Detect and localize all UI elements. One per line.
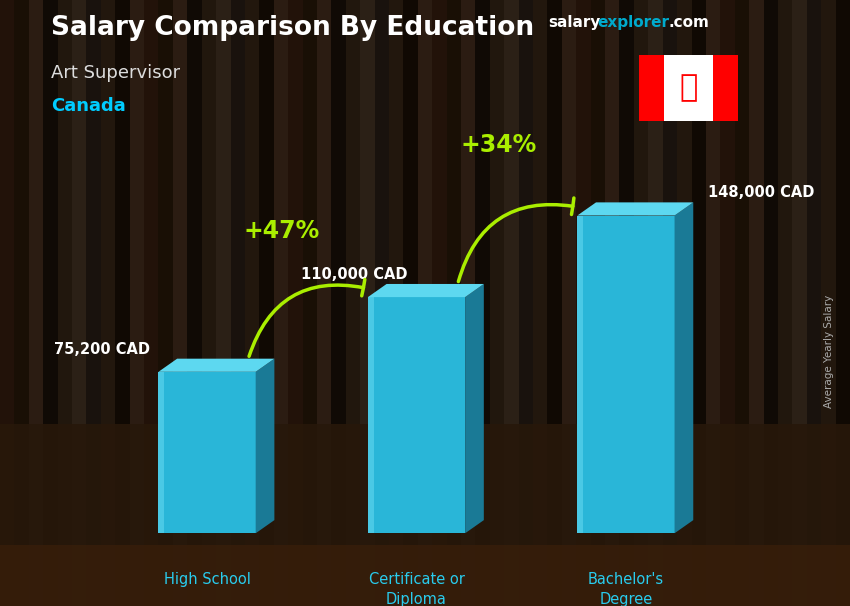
Bar [713,55,739,121]
Bar [836,0,850,606]
Text: Bachelor's
Degree: Bachelor's Degree [588,572,664,606]
Bar [649,0,663,606]
Bar [72,0,87,606]
Bar [375,0,389,606]
Polygon shape [158,372,164,533]
Bar [158,0,173,606]
Bar [605,0,620,606]
Bar [432,0,446,606]
Bar [58,0,72,606]
Text: 🍁: 🍁 [679,73,698,102]
Polygon shape [577,202,694,216]
Text: +34%: +34% [461,133,537,157]
Bar [706,0,720,606]
Text: Salary Comparison By Education: Salary Comparison By Education [51,15,534,41]
Bar [821,0,836,606]
Text: Art Supervisor: Art Supervisor [51,64,180,82]
Bar [533,0,547,606]
Bar [792,0,807,606]
Bar [274,0,288,606]
Bar [14,0,29,606]
Bar [288,0,303,606]
Bar [418,0,432,606]
Bar [259,0,274,606]
Bar [576,0,591,606]
Bar [317,0,332,606]
Bar [130,0,144,606]
Bar [663,0,677,606]
Bar [591,0,605,606]
Bar [490,0,504,606]
Bar [216,0,230,606]
Bar [116,0,130,606]
Bar [0,545,850,606]
Bar [0,424,850,606]
Bar [504,0,518,606]
Text: explorer: explorer [598,15,670,30]
Polygon shape [158,359,275,372]
Bar [404,0,418,606]
Polygon shape [368,297,465,533]
Bar [360,0,375,606]
Bar [562,0,576,606]
Bar [187,0,201,606]
Polygon shape [577,216,583,533]
Bar [201,0,216,606]
Bar [475,0,490,606]
Text: 148,000 CAD: 148,000 CAD [708,185,814,201]
Polygon shape [368,284,484,297]
Bar [332,0,346,606]
Bar [518,0,533,606]
Polygon shape [158,372,256,533]
Bar [346,0,360,606]
Bar [638,55,664,121]
Text: +47%: +47% [244,219,320,244]
Bar [720,0,734,606]
Text: 75,200 CAD: 75,200 CAD [54,342,150,357]
Bar [303,0,317,606]
Bar [230,0,245,606]
Bar [446,0,461,606]
Polygon shape [368,297,374,533]
Bar [144,0,158,606]
Text: 110,000 CAD: 110,000 CAD [301,267,407,282]
Bar [734,0,749,606]
Text: .com: .com [668,15,709,30]
Bar [692,0,706,606]
Text: salary: salary [548,15,601,30]
Bar [173,0,187,606]
Bar [807,0,821,606]
Text: Canada: Canada [51,97,126,115]
Bar [677,0,692,606]
Text: Average Yearly Salary: Average Yearly Salary [824,295,834,408]
Bar [43,0,58,606]
Bar [461,0,475,606]
Bar [101,0,116,606]
Bar [0,0,14,606]
Bar [620,0,634,606]
Text: Certificate or
Diploma: Certificate or Diploma [369,572,464,606]
Bar [749,0,763,606]
Polygon shape [577,216,675,533]
Bar [389,0,404,606]
Bar [87,0,101,606]
Polygon shape [256,359,275,533]
Bar [29,0,43,606]
Text: High School: High School [163,572,251,587]
Bar [778,0,792,606]
Polygon shape [465,284,484,533]
Polygon shape [675,202,694,533]
Bar [763,0,778,606]
Bar [547,0,562,606]
Bar [245,0,259,606]
Bar [634,0,649,606]
